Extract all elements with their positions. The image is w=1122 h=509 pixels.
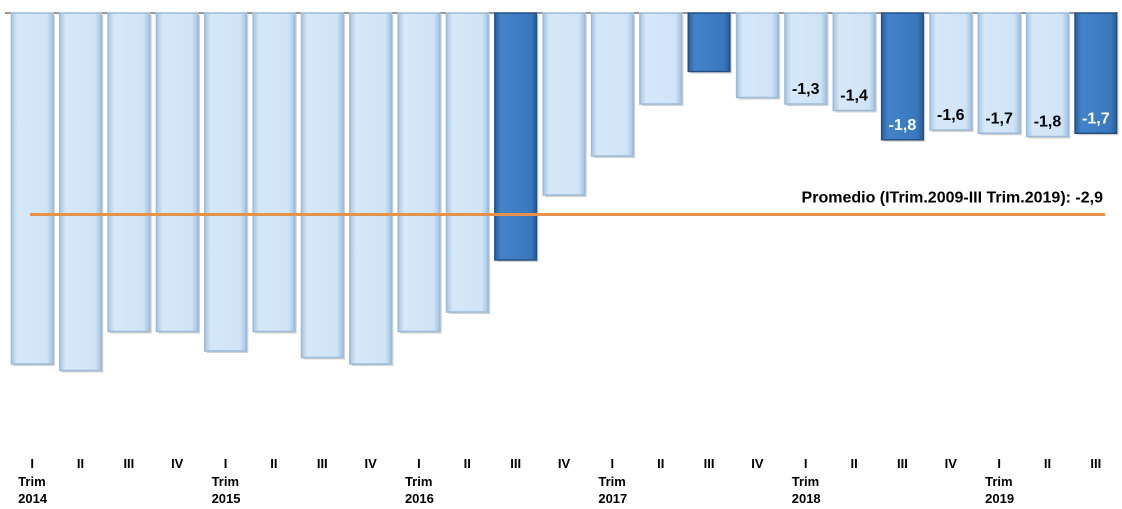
year-tick-label: 2014 — [18, 491, 48, 506]
bar — [397, 12, 441, 333]
quarter-tick-label: IV — [945, 456, 958, 471]
bar — [494, 12, 538, 261]
bar — [58, 12, 103, 372]
data-label: -1,4 — [840, 88, 868, 105]
bar — [687, 12, 731, 73]
bar — [735, 12, 779, 99]
quarter-tick-label: II — [1044, 456, 1051, 471]
bar — [1025, 12, 1070, 138]
quarter-tick-label: I — [997, 456, 1001, 471]
bar — [300, 12, 344, 359]
period-word-label: Trim — [212, 474, 239, 489]
quarter-tick-label: III — [510, 456, 521, 471]
period-word-label: Trim — [405, 474, 432, 489]
bar — [252, 12, 296, 333]
bar — [155, 12, 199, 333]
quarter-tick-label: II — [657, 456, 664, 471]
average-label: Promedio (ITrim.2009-III Trim.2019): -2,… — [802, 190, 1104, 207]
quarter-tick-label: III — [123, 456, 134, 471]
bar — [349, 12, 393, 365]
period-word-label: Trim — [18, 474, 45, 489]
bar — [977, 12, 1021, 134]
data-labels-layer: -1,3 -1,4 -1,8 -1,6 -1,7 -1,8 -1,7 — [792, 81, 1110, 134]
quarter-tick-label: I — [804, 456, 808, 471]
bar — [1074, 12, 1118, 134]
quarter-tick-label: III — [1090, 456, 1101, 471]
period-word-label: Trim — [598, 474, 625, 489]
data-label: -1,7 — [1082, 110, 1110, 127]
quarter-tick-label: IV — [751, 456, 764, 471]
quarter-tick-label: III — [897, 456, 908, 471]
quarter-tick-label: I — [30, 456, 34, 471]
quarter-tick-label: III — [317, 456, 328, 471]
bars-layer — [10, 12, 1119, 373]
quarter-tick-label: IV — [364, 456, 377, 471]
period-word-label: Trim — [985, 474, 1012, 489]
quarter-tick-label: I — [611, 456, 615, 471]
bar — [784, 12, 828, 105]
year-tick-label: 2015 — [212, 491, 241, 506]
quarter-tick-label: IV — [558, 456, 571, 471]
data-label: -1,8 — [889, 117, 917, 134]
quarter-tick-label: III — [704, 456, 715, 471]
quarter-tick-label: I — [417, 456, 421, 471]
bar — [590, 12, 634, 157]
year-tick-label: 2018 — [792, 491, 821, 506]
period-word-label: Trim — [792, 474, 819, 489]
bar — [542, 12, 586, 196]
quarter-tick-label: II — [77, 456, 84, 471]
bar — [204, 12, 248, 352]
quarter-tick-label: II — [464, 456, 471, 471]
quarter-tick-label: IV — [171, 456, 184, 471]
bar — [639, 12, 683, 105]
year-tick-label: 2016 — [405, 491, 434, 506]
data-label: -1,3 — [792, 81, 820, 98]
data-label: -1,7 — [985, 110, 1013, 127]
year-tick-label: 2017 — [598, 491, 627, 506]
quarter-tick-label: II — [850, 456, 857, 471]
bar — [107, 12, 151, 333]
bar — [445, 12, 489, 313]
year-tick-label: 2019 — [985, 491, 1014, 506]
bar — [929, 12, 973, 131]
bar — [832, 12, 876, 112]
bar — [10, 12, 54, 365]
data-label: -1,8 — [1034, 114, 1062, 131]
quarter-tick-label: I — [224, 456, 228, 471]
data-label: -1,6 — [937, 107, 965, 124]
bar — [880, 12, 924, 141]
quarter-tick-label: II — [270, 456, 277, 471]
